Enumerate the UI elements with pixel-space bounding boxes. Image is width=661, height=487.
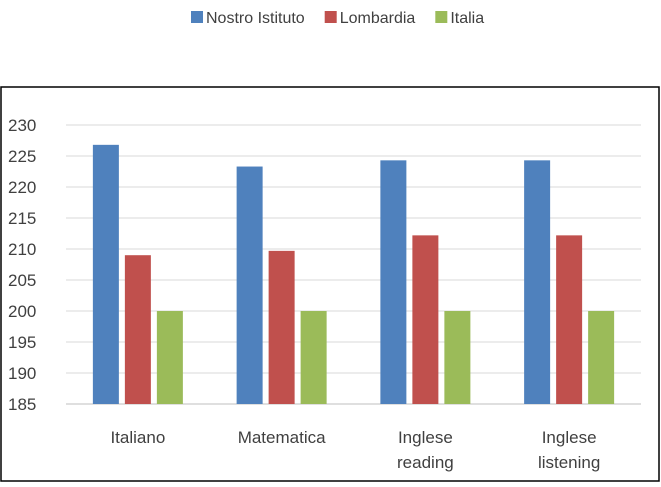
y-tick-label: 190 [8, 364, 36, 383]
bar [92, 144, 119, 404]
x-tick-label: Inglese [398, 428, 453, 447]
x-tick-label: Italiano [110, 428, 165, 447]
legend-swatch [191, 11, 203, 23]
bar [268, 250, 295, 404]
legend-item: Nostro Istituto [191, 10, 305, 27]
x-tick-label: reading [397, 453, 454, 472]
gridlines [66, 124, 641, 405]
legend-label: Nostro Istituto [206, 10, 305, 27]
legend-swatch [324, 11, 337, 23]
bar [588, 311, 615, 404]
y-tick-label: 205 [8, 271, 36, 290]
y-tick-label: 220 [8, 178, 36, 197]
y-tick-label: 230 [8, 116, 36, 135]
x-tick-label: listening [538, 453, 600, 472]
legend-label: Lombardia [340, 10, 416, 27]
legend-label: Italia [450, 10, 484, 27]
y-tick-label: 225 [8, 147, 36, 166]
legend-swatch [435, 11, 448, 23]
y-axis: 185 190 195 200 205 210 215 220 225 230 [8, 116, 36, 414]
legend-item: Lombardia [324, 10, 416, 27]
bar [236, 166, 263, 404]
y-tick-label: 215 [8, 209, 36, 228]
y-tick-label: 195 [8, 333, 36, 352]
bars [92, 144, 615, 404]
bar [156, 311, 183, 404]
x-tick-label: Matematica [238, 428, 326, 447]
bar [300, 311, 327, 404]
bar [444, 311, 471, 404]
x-axis: Italiano Matematica Inglese reading Inglese l… [110, 428, 600, 472]
bar [524, 160, 551, 404]
y-tick-label: 200 [8, 302, 36, 321]
y-tick-label: 185 [8, 395, 36, 414]
legend-item: Italia [435, 10, 484, 27]
bar [556, 235, 583, 404]
y-tick-label: 210 [8, 240, 36, 259]
legend: Nostro Istituto Lombardia Italia [191, 10, 484, 27]
bar [380, 160, 407, 404]
x-tick-label: Inglese [542, 428, 597, 447]
plot-frame [0, 86, 660, 482]
bar [124, 255, 151, 404]
bar [412, 235, 439, 404]
